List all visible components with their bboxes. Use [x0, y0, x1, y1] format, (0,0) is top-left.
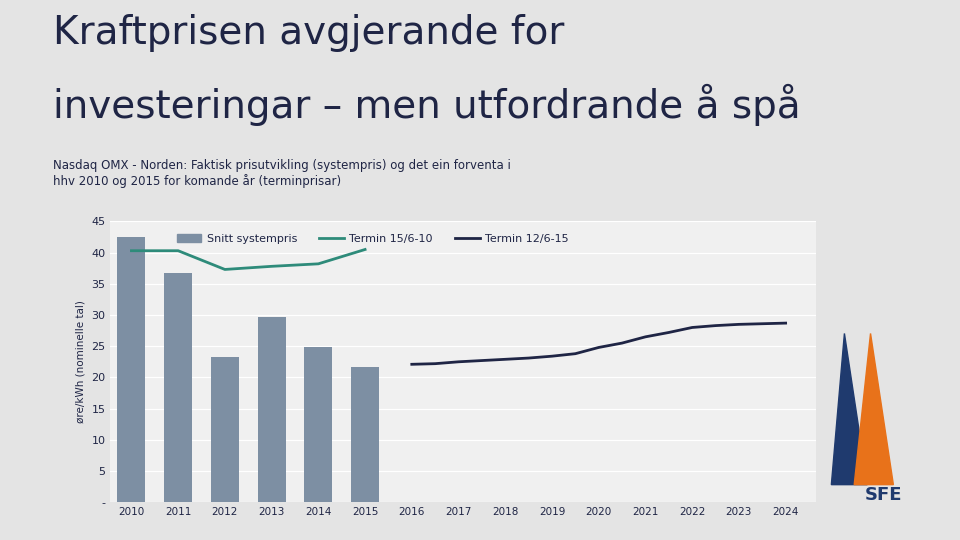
Bar: [164, 273, 192, 502]
Legend: Snitt systempris, Termin 15/6-10, Termin 12/6-15: Snitt systempris, Termin 15/6-10, Termin…: [173, 230, 573, 248]
Termin 12/6-15: [733, 321, 745, 328]
Termin 15/6-10: [359, 246, 371, 253]
Text: SFE: SFE: [865, 485, 902, 503]
Bar: [304, 347, 332, 502]
Polygon shape: [854, 334, 894, 485]
Termin 12/6-15: [593, 344, 605, 350]
Termin 12/6-15: [780, 320, 791, 326]
Bar: [211, 357, 239, 502]
Text: Kraftprisen avgjerande for: Kraftprisen avgjerande for: [53, 14, 564, 51]
Termin 15/6-10: [126, 247, 137, 254]
Termin 12/6-15: [686, 324, 698, 330]
Termin 12/6-15: [499, 356, 511, 362]
Termin 15/6-10: [266, 263, 277, 269]
Termin 12/6-15: [523, 355, 535, 361]
Text: investeringar – men utfordrande å spå: investeringar – men utfordrande å spå: [53, 84, 801, 126]
Termin 12/6-15: [616, 340, 628, 346]
Bar: [117, 237, 146, 502]
Termin 12/6-15: [639, 334, 651, 340]
Termin 12/6-15: [429, 360, 441, 367]
Termin 12/6-15: [663, 329, 675, 336]
Termin 12/6-15: [453, 359, 465, 365]
Termin 15/6-10: [173, 247, 184, 254]
Y-axis label: øre/kWh (nominelle tal): øre/kWh (nominelle tal): [76, 300, 85, 423]
Line: Termin 12/6-15: Termin 12/6-15: [412, 323, 785, 364]
Termin 15/6-10: [219, 266, 230, 273]
Termin 12/6-15: [476, 357, 488, 364]
Bar: [257, 317, 286, 502]
Termin 12/6-15: [709, 322, 721, 329]
Polygon shape: [831, 334, 867, 485]
Termin 12/6-15: [406, 361, 418, 368]
Bar: [351, 367, 379, 502]
Termin 12/6-15: [546, 353, 558, 360]
Termin 15/6-10: [313, 261, 324, 267]
Termin 12/6-15: [569, 350, 581, 357]
Text: Nasdaq OMX - Norden: Faktisk prisutvikling (systempris) og det ein forventa i
hh: Nasdaq OMX - Norden: Faktisk prisutvikli…: [53, 159, 511, 188]
Termin 12/6-15: [756, 321, 768, 327]
Line: Termin 15/6-10: Termin 15/6-10: [132, 249, 365, 269]
